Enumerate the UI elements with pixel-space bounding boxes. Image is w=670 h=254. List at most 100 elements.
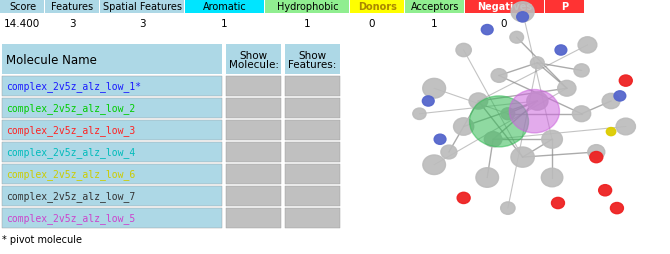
Circle shape — [610, 203, 623, 214]
Circle shape — [413, 109, 426, 120]
Bar — [285, 121, 340, 140]
Bar — [285, 142, 340, 162]
Text: Show: Show — [298, 51, 326, 61]
Bar — [226, 99, 281, 119]
Text: Molecule Name: Molecule Name — [6, 53, 97, 66]
Circle shape — [590, 152, 603, 163]
Bar — [226, 121, 281, 140]
Bar — [2, 77, 222, 97]
Text: 1: 1 — [431, 19, 438, 29]
Bar — [2, 164, 222, 184]
Bar — [2, 45, 222, 75]
Circle shape — [470, 97, 529, 147]
Bar — [226, 142, 281, 162]
Circle shape — [541, 169, 563, 187]
Circle shape — [441, 146, 457, 159]
Text: complex_2v5z_alz_low_2: complex_2v5z_alz_low_2 — [6, 103, 135, 114]
Bar — [2, 142, 222, 162]
Text: Features:: Features: — [288, 60, 337, 70]
Text: complex_2v5z_alz_low_1*: complex_2v5z_alz_low_1* — [6, 81, 141, 92]
Bar — [285, 186, 340, 206]
Bar — [265, 0, 349, 14]
Text: Hydrophobic: Hydrophobic — [277, 2, 338, 12]
Text: 14.400: 14.400 — [4, 19, 40, 29]
Bar — [45, 0, 99, 14]
Circle shape — [481, 25, 493, 36]
Bar — [2, 186, 222, 206]
Circle shape — [574, 65, 589, 78]
Bar — [226, 45, 281, 75]
Bar — [226, 208, 281, 228]
Bar — [0, 0, 44, 14]
Circle shape — [476, 168, 498, 187]
Circle shape — [511, 3, 534, 23]
Circle shape — [527, 92, 548, 111]
Bar — [350, 0, 404, 14]
Text: * pivot molecule: * pivot molecule — [2, 234, 82, 244]
Text: complex_2v5z_alz_low_3: complex_2v5z_alz_low_3 — [6, 125, 135, 136]
Circle shape — [531, 58, 544, 69]
Circle shape — [434, 135, 446, 145]
Circle shape — [555, 46, 567, 56]
Bar — [405, 0, 464, 14]
Bar — [2, 99, 222, 119]
Bar — [100, 0, 184, 14]
Text: 1: 1 — [304, 19, 310, 29]
Text: Features: Features — [52, 2, 94, 12]
Text: Acceptors: Acceptors — [411, 2, 459, 12]
Bar — [545, 0, 584, 14]
Bar — [465, 0, 544, 14]
Text: complex_2v5z_alz_low_5: complex_2v5z_alz_low_5 — [6, 213, 135, 224]
Circle shape — [557, 81, 576, 97]
Bar — [285, 77, 340, 97]
Circle shape — [602, 94, 620, 109]
Circle shape — [457, 193, 470, 204]
Circle shape — [578, 38, 597, 54]
Text: 0: 0 — [369, 19, 375, 29]
Circle shape — [456, 44, 472, 57]
Bar — [2, 121, 222, 140]
Bar — [285, 208, 340, 228]
Circle shape — [469, 93, 488, 110]
Text: Molecule:: Molecule: — [228, 60, 279, 70]
Circle shape — [500, 202, 515, 214]
Bar — [2, 208, 222, 228]
Bar — [285, 164, 340, 184]
Circle shape — [484, 132, 502, 147]
Circle shape — [422, 97, 434, 107]
Text: complex_2v5z_alz_low_7: complex_2v5z_alz_low_7 — [6, 191, 135, 202]
Text: P: P — [561, 2, 569, 12]
Circle shape — [511, 147, 534, 168]
Circle shape — [619, 76, 632, 87]
Circle shape — [423, 155, 446, 175]
Circle shape — [616, 119, 635, 135]
Text: complex_2v5z_alz_low_4: complex_2v5z_alz_low_4 — [6, 147, 135, 158]
Text: Spatial Features: Spatial Features — [103, 2, 182, 12]
Text: 0: 0 — [500, 19, 507, 29]
Circle shape — [501, 108, 515, 120]
Text: Aromatic: Aromatic — [203, 2, 247, 12]
Text: Negatives: Negatives — [478, 2, 533, 12]
Circle shape — [517, 13, 529, 23]
Circle shape — [572, 106, 591, 122]
Circle shape — [510, 32, 523, 44]
Circle shape — [614, 91, 626, 102]
Text: 3: 3 — [139, 19, 145, 29]
Bar — [185, 0, 264, 14]
Circle shape — [599, 185, 612, 196]
Bar — [226, 186, 281, 206]
Text: complex_2v5z_alz_low_6: complex_2v5z_alz_low_6 — [6, 169, 135, 180]
Bar — [285, 45, 340, 75]
Circle shape — [491, 69, 507, 83]
Text: 3: 3 — [69, 19, 75, 29]
Bar — [285, 99, 340, 119]
Circle shape — [551, 198, 564, 209]
Circle shape — [542, 131, 562, 149]
Circle shape — [454, 118, 474, 136]
Text: Donors: Donors — [358, 2, 397, 12]
Circle shape — [606, 128, 616, 136]
Circle shape — [509, 90, 559, 133]
Circle shape — [423, 79, 446, 99]
Bar — [226, 164, 281, 184]
Text: 1: 1 — [220, 19, 227, 29]
